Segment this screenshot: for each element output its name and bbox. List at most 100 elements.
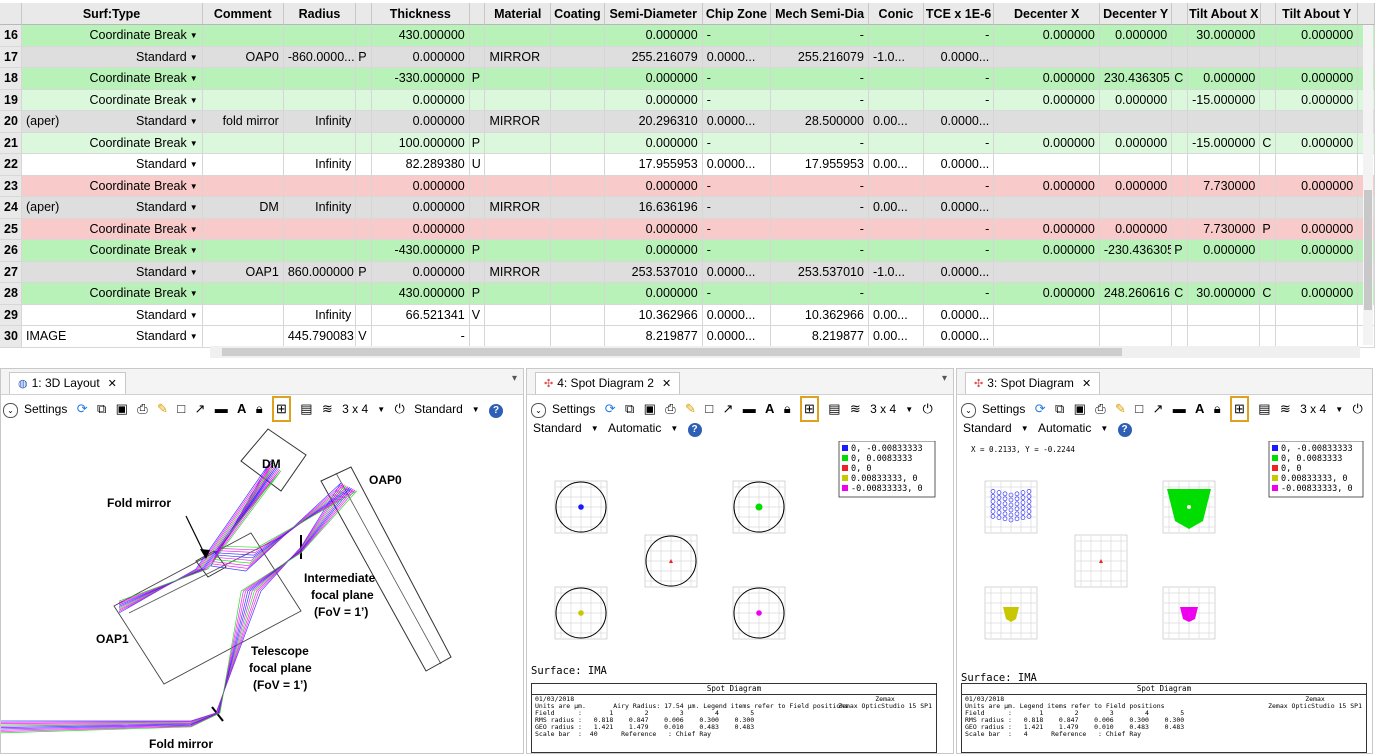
- table-row[interactable]: 28 Coordinate Break ▼ 430.000000 P 0.000000- -…: [0, 283, 1375, 305]
- refresh-icon[interactable]: ⟳: [1034, 401, 1046, 416]
- cell-mechsemi[interactable]: 253.537010: [771, 261, 869, 282]
- column-header-comment[interactable]: Comment: [202, 3, 284, 25]
- cell-mechsemi[interactable]: 28.500000: [771, 111, 869, 132]
- surface-type-dropdown[interactable]: Coordinate Break ▼: [89, 283, 197, 304]
- chevron-down-icon[interactable]: ▼: [670, 424, 679, 433]
- column-header-tiltx[interactable]: Tilt About X: [1188, 3, 1261, 25]
- surface-type-cell[interactable]: Coordinate Break ▼: [22, 132, 203, 153]
- cell-coating[interactable]: [551, 304, 605, 325]
- cell-decx[interactable]: [994, 304, 1100, 325]
- cell-dyf[interactable]: [1172, 261, 1188, 282]
- column-header-material[interactable]: Material: [485, 3, 551, 25]
- lock-icon[interactable]: 🔒︎: [255, 401, 263, 416]
- cell-tf[interactable]: P: [470, 68, 486, 89]
- copy-icon[interactable]: ⧉: [96, 401, 107, 416]
- cell-txf[interactable]: [1260, 154, 1277, 175]
- cell-tiltx[interactable]: 30.000000: [1188, 25, 1261, 46]
- cell-conic[interactable]: [869, 132, 924, 153]
- surface-type-cell[interactable]: Coordinate Break ▼: [22, 68, 203, 89]
- column-header-num[interactable]: [0, 3, 22, 25]
- power-icon[interactable]: ⏻: [394, 401, 405, 416]
- cell-dyf[interactable]: [1172, 154, 1188, 175]
- cell-comment[interactable]: [203, 132, 284, 153]
- surface-type-cell[interactable]: IMAGE Standard ▼: [22, 326, 203, 347]
- column-header-decx[interactable]: Decenter X: [994, 3, 1100, 25]
- cell-comment[interactable]: OAP0: [203, 46, 284, 67]
- cell-txf[interactable]: [1260, 89, 1277, 110]
- cell-tce[interactable]: 0.0000...: [924, 304, 995, 325]
- cell-conic[interactable]: [869, 89, 924, 110]
- cell-decx[interactable]: [994, 111, 1100, 132]
- cell-tce[interactable]: -: [924, 283, 995, 304]
- cell-tiltx[interactable]: [1188, 46, 1261, 67]
- print-icon[interactable]: ⎙: [1095, 401, 1106, 416]
- cell-coating[interactable]: [551, 154, 605, 175]
- chevron-down-icon[interactable]: ⌄: [531, 403, 546, 418]
- chevron-down-icon[interactable]: ▼: [471, 405, 480, 414]
- cell-tce[interactable]: -: [924, 218, 995, 239]
- cell-mechsemi[interactable]: -: [771, 240, 869, 261]
- surface-type-cell[interactable]: Coordinate Break ▼: [22, 240, 203, 261]
- surface-type-dropdown[interactable]: Standard ▼: [136, 154, 198, 175]
- cell-mechsemi[interactable]: -: [771, 132, 869, 153]
- rectangle-icon[interactable]: □: [177, 401, 186, 416]
- cell-dyf[interactable]: [1172, 132, 1188, 153]
- chevron-down-icon[interactable]: ▼: [189, 203, 198, 212]
- cell-comment[interactable]: [203, 304, 284, 325]
- table-row[interactable]: 20 (aper) Standard ▼ fold mirror Infinity 0.00…: [0, 111, 1375, 133]
- cell-dyf[interactable]: C: [1172, 283, 1188, 304]
- save-icon[interactable]: ▣: [115, 401, 128, 416]
- chevron-down-icon[interactable]: ▼: [189, 267, 198, 277]
- surface-type-dropdown[interactable]: Coordinate Break ▼: [89, 176, 197, 197]
- cell-material[interactable]: MIRROR: [485, 261, 552, 282]
- mode-dropdown[interactable]: Standard: [963, 421, 1012, 435]
- cell-material[interactable]: [485, 25, 552, 46]
- chevron-down-icon[interactable]: ⌄: [3, 403, 18, 418]
- cell-decx[interactable]: [994, 261, 1100, 282]
- surface-type-dropdown[interactable]: Standard ▼: [136, 111, 198, 132]
- cell-semidia[interactable]: 0.000000: [605, 68, 703, 89]
- column-header-dyf[interactable]: [1172, 3, 1189, 25]
- lock-icon[interactable]: 🔒︎: [1213, 401, 1221, 416]
- chevron-down-icon[interactable]: ▼: [189, 95, 198, 105]
- cell-txf[interactable]: [1260, 25, 1277, 46]
- cell-comment[interactable]: [203, 154, 284, 175]
- cell-rf[interactable]: V: [356, 326, 372, 347]
- cell-tf[interactable]: [470, 111, 486, 132]
- cell-comment[interactable]: [203, 283, 284, 304]
- cell-comment[interactable]: [203, 218, 284, 239]
- panel-menu-icon[interactable]: ▾: [511, 373, 517, 384]
- cell-coating[interactable]: [551, 175, 605, 196]
- cell-coating[interactable]: [551, 46, 605, 67]
- cell-thickness[interactable]: -330.000000: [372, 68, 470, 89]
- cell-tilty[interactable]: [1276, 154, 1359, 175]
- cell-radius[interactable]: Infinity: [284, 304, 357, 325]
- rectangle-icon[interactable]: □: [705, 401, 714, 416]
- cell-decy[interactable]: [1100, 304, 1173, 325]
- settings-button[interactable]: Settings: [24, 402, 68, 416]
- chevron-down-icon[interactable]: ▼: [189, 52, 198, 62]
- cell-rf[interactable]: [356, 283, 372, 304]
- cell-chipzone[interactable]: -: [703, 89, 772, 110]
- cell-comment[interactable]: [203, 240, 284, 261]
- cell-chipzone[interactable]: 0.0000...: [703, 261, 772, 282]
- column-header-extra[interactable]: [1358, 3, 1375, 25]
- cell-tce[interactable]: 0.0000...: [924, 111, 995, 132]
- cell-coating[interactable]: [551, 89, 605, 110]
- cell-tce[interactable]: -: [924, 240, 995, 261]
- line-icon[interactable]: ▬: [214, 401, 228, 416]
- cell-tf[interactable]: [470, 326, 486, 347]
- cell-mechsemi[interactable]: -: [771, 89, 869, 110]
- fit-view-icon[interactable]: ⊞: [1230, 396, 1249, 422]
- cell-semidia[interactable]: 255.216079: [605, 46, 703, 67]
- cell-radius[interactable]: [284, 89, 357, 110]
- cell-tiltx[interactable]: [1188, 197, 1261, 218]
- chevron-down-icon[interactable]: ▼: [1335, 405, 1344, 414]
- cell-tiltx[interactable]: 0.000000: [1188, 68, 1261, 89]
- export-icon[interactable]: ▤: [1258, 401, 1271, 416]
- cell-comment[interactable]: DM: [203, 197, 284, 218]
- cell-semidia[interactable]: 0.000000: [605, 240, 703, 261]
- chevron-down-icon[interactable]: ▼: [189, 181, 198, 191]
- cell-decy[interactable]: [1100, 197, 1173, 218]
- cell-mechsemi[interactable]: -: [771, 25, 869, 46]
